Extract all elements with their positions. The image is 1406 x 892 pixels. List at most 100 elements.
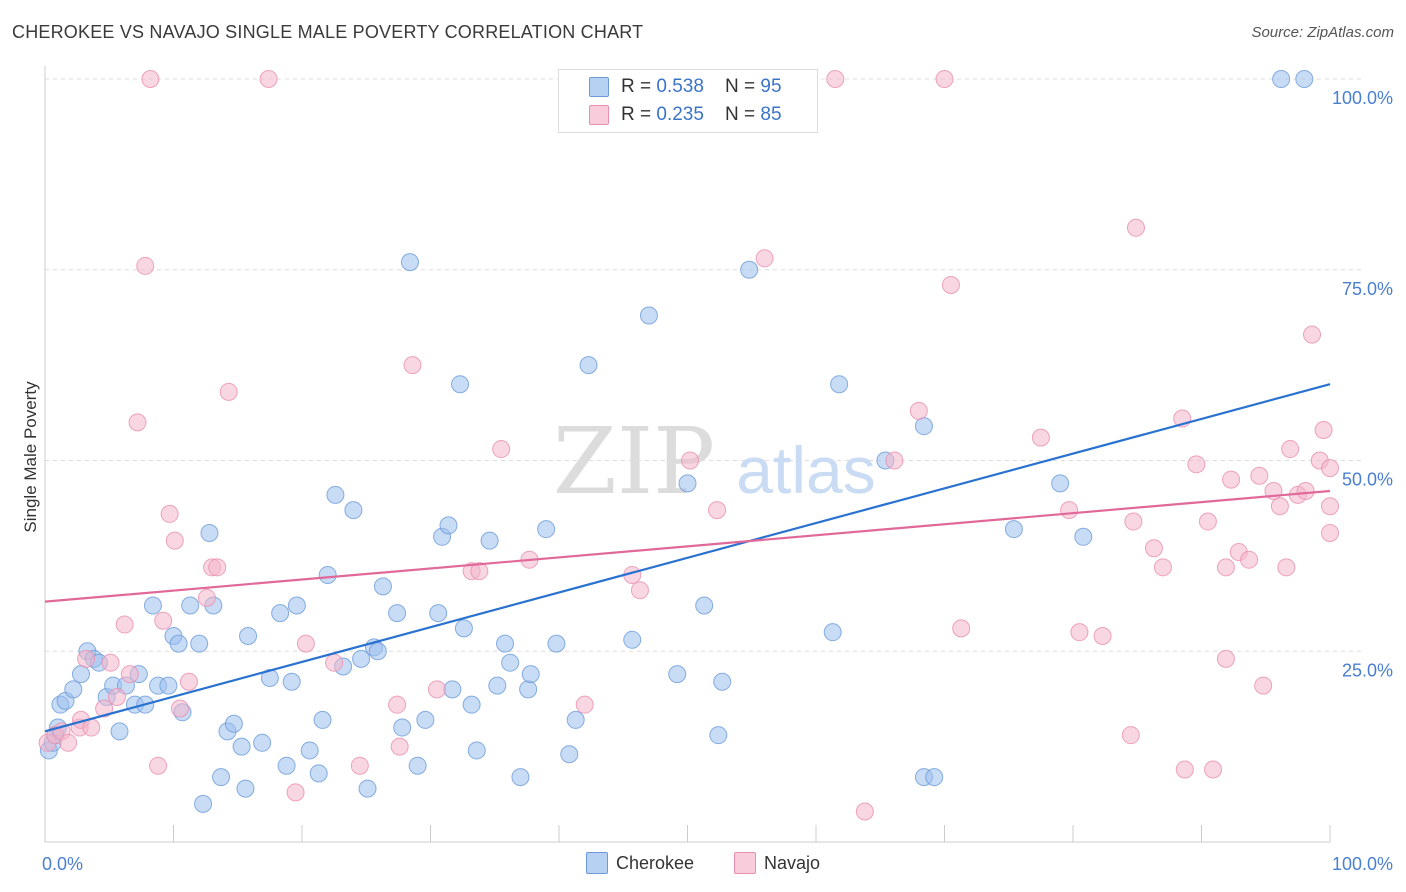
data-point-cherokee (519, 680, 538, 699)
data-point-navajo (59, 733, 78, 752)
x-tick-label: 0.0% (42, 854, 83, 874)
data-point-cherokee (159, 676, 178, 695)
data-point-cherokee (443, 680, 462, 699)
y-tick-label: 50.0% (1342, 470, 1393, 490)
data-point-cherokee (639, 306, 658, 325)
data-point-cherokee (695, 596, 714, 615)
data-point-cherokee (143, 596, 162, 615)
data-point-cherokee (480, 531, 499, 550)
data-point-cherokee (1272, 70, 1291, 88)
data-point-navajo (1124, 512, 1143, 531)
data-point-cherokee (488, 676, 507, 695)
data-point-cherokee (271, 604, 290, 623)
data-point-cherokee (566, 710, 585, 729)
data-point-cherokee (358, 779, 377, 798)
data-point-cherokee (579, 356, 598, 375)
data-point-cherokee (239, 626, 258, 645)
data-point-cherokee (64, 680, 83, 699)
data-point-cherokee (521, 665, 540, 684)
data-point-navajo (259, 70, 278, 88)
data-point-cherokee (232, 737, 251, 756)
data-point-navajo (1321, 497, 1339, 516)
data-point-navajo (128, 413, 147, 432)
data-point-cherokee (830, 375, 849, 394)
legend-swatch-cherokee (585, 852, 608, 874)
data-point-navajo (296, 634, 315, 653)
data-point-cherokee (212, 768, 231, 787)
source-credit: Source: ZipAtlas.com (1251, 24, 1394, 41)
data-point-cherokee (560, 745, 579, 764)
chart-title: CHEROKEE VS NAVAJO SINGLE MALE POVERTY C… (12, 22, 644, 42)
data-point-cherokee (1051, 474, 1070, 493)
data-point-navajo (1060, 501, 1079, 520)
data-point-navajo (107, 688, 126, 707)
data-point-cherokee (110, 722, 129, 741)
data-point-cherokee (282, 672, 301, 691)
n-label: N = (725, 76, 761, 97)
data-point-cherokee (253, 733, 272, 752)
data-point-cherokee (373, 577, 392, 596)
data-point-navajo (388, 695, 407, 714)
data-point-navajo (1314, 420, 1333, 439)
tick-labels: 25.0% 50.0% 75.0% 100.0% 0.0% 100.0% (42, 88, 1393, 874)
data-point-navajo (1222, 470, 1241, 489)
data-point-navajo (101, 653, 120, 672)
data-point-navajo (1277, 558, 1296, 577)
trend-line-navajo (44, 489, 1331, 603)
data-point-cherokee (823, 623, 842, 642)
data-point-cherokee (429, 604, 448, 623)
data-point-cherokee (400, 253, 419, 272)
data-point-cherokee (925, 768, 944, 787)
data-point-cherokee (709, 726, 728, 745)
r-label: R = (621, 76, 657, 97)
data-point-navajo (1281, 440, 1300, 459)
data-point-navajo (154, 611, 173, 630)
data-point-cherokee (194, 794, 213, 813)
watermark-atlas: atlas (736, 433, 875, 507)
data-point-navajo (935, 70, 954, 88)
data-point-navajo (115, 615, 134, 634)
data-point-navajo (1250, 466, 1269, 485)
data-point-navajo (149, 756, 168, 775)
data-point-navajo (1198, 512, 1217, 531)
data-point-navajo (885, 451, 904, 470)
data-point-cherokee (914, 417, 933, 436)
data-point-navajo (208, 558, 227, 577)
data-point-cherokee (260, 668, 279, 687)
data-point-navajo (1296, 482, 1315, 501)
data-point-navajo (575, 695, 594, 714)
data-point-navajo (427, 680, 446, 699)
data-point-cherokee (537, 520, 556, 539)
legend-label-cherokee: Cherokee (615, 852, 694, 873)
data-point-cherokee (352, 649, 371, 668)
data-point-navajo (1144, 539, 1163, 558)
data-point-cherokee (1074, 527, 1093, 546)
data-point-navajo (1175, 760, 1194, 779)
trend-line-cherokee (44, 383, 1331, 733)
stat-swatch-navajo (589, 105, 609, 125)
data-point-cherokee (740, 260, 759, 279)
data-point-cherokee (344, 501, 363, 520)
data-point-navajo (1070, 623, 1089, 642)
data-point-cherokee (181, 596, 200, 615)
y-tick-label: 25.0% (1342, 660, 1393, 680)
data-point-navajo (390, 737, 409, 756)
legend-item-navajo[interactable]: Navajo (734, 852, 820, 874)
data-point-navajo (952, 619, 971, 638)
data-point-navajo (1187, 455, 1206, 474)
data-point-cherokee (1295, 70, 1314, 88)
data-point-navajo (95, 699, 114, 718)
data-point-cherokee (713, 672, 732, 691)
data-point-navajo (350, 756, 369, 775)
y-axis-label: Single Male Poverty (21, 381, 40, 533)
y-tick-label: 100.0% (1332, 88, 1393, 108)
data-point-cherokee (388, 604, 407, 623)
data-point-cherokee (668, 665, 687, 684)
data-point-navajo (1204, 760, 1223, 779)
legend-item-cherokee[interactable]: Cherokee (585, 852, 694, 874)
data-point-cherokee (462, 695, 481, 714)
data-point-cherokee (318, 565, 337, 584)
data-point-navajo (136, 256, 155, 275)
data-point-navajo (1240, 550, 1259, 569)
